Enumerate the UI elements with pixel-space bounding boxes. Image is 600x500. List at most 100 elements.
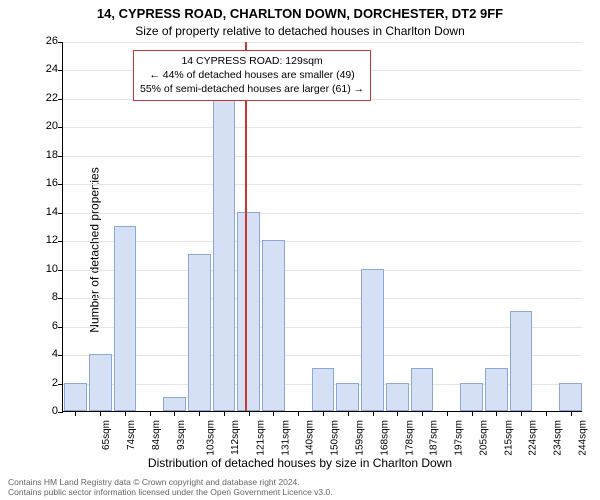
y-tick-mark	[58, 156, 63, 157]
gridline	[63, 241, 582, 242]
x-tick-label: 121sqm	[256, 420, 267, 456]
y-tick-label: 22	[28, 92, 58, 104]
plot-area: 14 CYPRESS ROAD: 129sqm← 44% of detached…	[62, 42, 582, 412]
x-tick-mark	[150, 411, 151, 416]
x-tick-label: 140sqm	[305, 420, 316, 456]
y-tick-mark	[58, 42, 63, 43]
histogram-bar	[336, 383, 359, 411]
histogram-bar	[213, 98, 236, 411]
x-axis-label: Distribution of detached houses by size …	[0, 456, 600, 470]
gridline	[63, 42, 582, 43]
x-tick-label: 84sqm	[151, 420, 162, 450]
y-tick-label: 12	[28, 234, 58, 246]
gridline	[63, 327, 582, 328]
y-tick-label: 26	[28, 35, 58, 47]
histogram-bar	[485, 368, 508, 411]
y-tick-mark	[58, 327, 63, 328]
annotation-line: 14 CYPRESS ROAD: 129sqm	[140, 54, 364, 68]
histogram-bar	[460, 383, 483, 411]
y-tick-mark	[58, 384, 63, 385]
x-tick-mark	[174, 411, 175, 416]
annotation-line: 55% of semi-detached houses are larger (…	[140, 82, 364, 96]
x-tick-mark	[397, 411, 398, 416]
gridline	[63, 184, 582, 185]
gridline	[63, 270, 582, 271]
y-tick-mark	[58, 241, 63, 242]
x-tick-mark	[199, 411, 200, 416]
x-tick-label: 93sqm	[176, 420, 187, 450]
histogram-bar	[237, 212, 260, 411]
y-tick-label: 18	[28, 149, 58, 161]
x-tick-mark	[249, 411, 250, 416]
footer-line-2: Contains public sector information licen…	[8, 487, 333, 497]
x-tick-mark	[224, 411, 225, 416]
histogram-bar	[188, 254, 211, 411]
x-tick-mark	[273, 411, 274, 416]
y-tick-label: 6	[28, 320, 58, 332]
histogram-bar	[114, 226, 137, 411]
y-tick-label: 4	[28, 348, 58, 360]
y-tick-mark	[58, 355, 63, 356]
x-tick-label: 74sqm	[126, 420, 137, 450]
x-tick-mark	[373, 411, 374, 416]
x-tick-label: 205sqm	[478, 420, 489, 456]
x-tick-mark	[571, 411, 572, 416]
footer-line-1: Contains HM Land Registry data © Crown c…	[8, 477, 333, 487]
y-tick-label: 10	[28, 263, 58, 275]
x-tick-label: 215sqm	[503, 420, 514, 456]
histogram-bar	[64, 383, 87, 411]
histogram-bar	[510, 311, 533, 411]
chart-title-main: 14, CYPRESS ROAD, CHARLTON DOWN, DORCHES…	[0, 6, 600, 21]
x-tick-mark	[75, 411, 76, 416]
gridline	[63, 355, 582, 356]
histogram-bar	[163, 397, 186, 411]
x-tick-label: 65sqm	[101, 420, 112, 450]
x-tick-mark	[125, 411, 126, 416]
y-tick-mark	[58, 213, 63, 214]
x-tick-label: 178sqm	[404, 420, 415, 456]
histogram-bar	[89, 354, 112, 411]
x-tick-mark	[323, 411, 324, 416]
histogram-bar	[312, 368, 335, 411]
x-tick-label: 103sqm	[206, 420, 217, 456]
histogram-bar	[411, 368, 434, 411]
x-tick-label: 224sqm	[528, 420, 539, 456]
y-tick-label: 24	[28, 63, 58, 75]
gridline	[63, 127, 582, 128]
histogram-bar	[559, 383, 582, 411]
chart-title-sub: Size of property relative to detached ho…	[0, 24, 600, 38]
histogram-bar	[262, 240, 285, 411]
x-tick-label: 234sqm	[553, 420, 564, 456]
x-tick-label: 168sqm	[379, 420, 390, 456]
x-tick-mark	[546, 411, 547, 416]
x-tick-mark	[348, 411, 349, 416]
annotation-line: ← 44% of detached houses are smaller (49…	[140, 68, 364, 82]
y-tick-mark	[58, 412, 63, 413]
y-tick-label: 20	[28, 120, 58, 132]
footer-attribution: Contains HM Land Registry data © Crown c…	[8, 477, 333, 497]
x-tick-label: 150sqm	[330, 420, 341, 456]
y-tick-mark	[58, 70, 63, 71]
gridline	[63, 213, 582, 214]
x-tick-mark	[496, 411, 497, 416]
x-tick-mark	[298, 411, 299, 416]
gridline	[63, 156, 582, 157]
x-tick-label: 187sqm	[429, 420, 440, 456]
y-tick-label: 16	[28, 177, 58, 189]
x-tick-label: 112sqm	[230, 420, 241, 455]
y-tick-mark	[58, 298, 63, 299]
y-tick-mark	[58, 270, 63, 271]
y-tick-label: 2	[28, 377, 58, 389]
y-tick-label: 8	[28, 291, 58, 303]
x-tick-mark	[447, 411, 448, 416]
y-tick-mark	[58, 184, 63, 185]
y-tick-mark	[58, 99, 63, 100]
gridline	[63, 298, 582, 299]
x-tick-label: 159sqm	[355, 420, 366, 456]
x-tick-mark	[521, 411, 522, 416]
x-tick-mark	[422, 411, 423, 416]
x-tick-mark	[472, 411, 473, 416]
y-tick-mark	[58, 127, 63, 128]
x-tick-label: 197sqm	[454, 420, 465, 456]
histogram-bar	[386, 383, 409, 411]
